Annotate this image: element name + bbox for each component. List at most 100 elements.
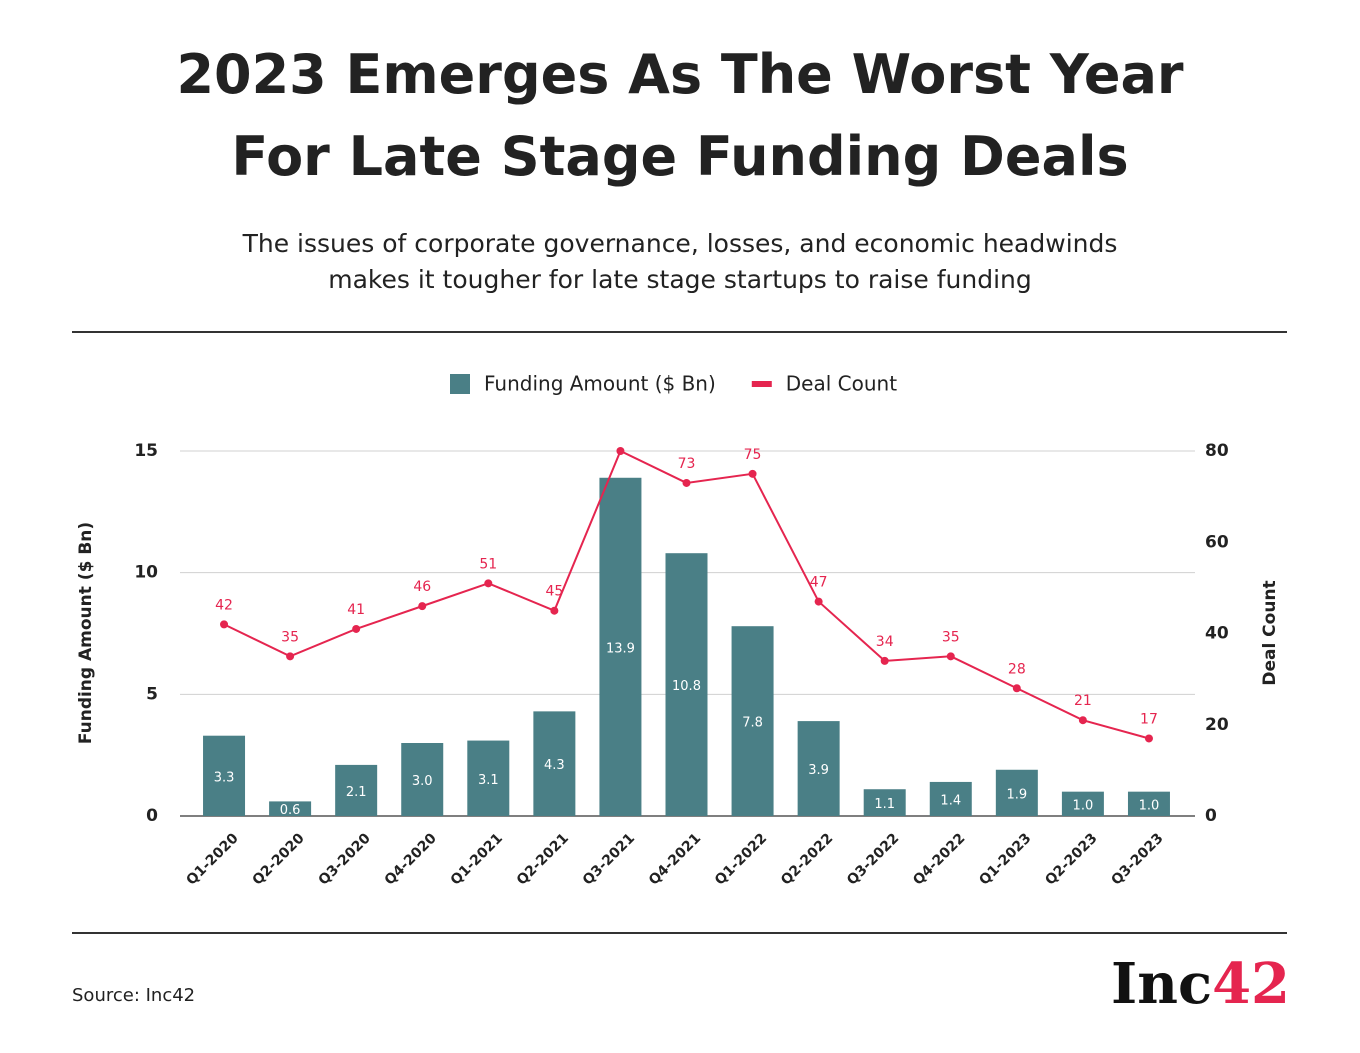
line-value-label: 34 bbox=[876, 634, 894, 650]
line-point bbox=[682, 478, 691, 487]
chart-title: 2023 Emerges As The Worst Year For Late S… bbox=[176, 43, 1183, 188]
text-line: The issues of corporate governance, loss… bbox=[242, 229, 1118, 258]
line-point bbox=[286, 652, 295, 661]
bar bbox=[533, 711, 576, 816]
line-point bbox=[550, 606, 559, 615]
bar-value-label: 3.9 bbox=[808, 763, 829, 778]
x-tick-label: Q1-2022 bbox=[712, 830, 770, 888]
legend-label: Funding Amount ($ Bn) bbox=[484, 372, 716, 396]
legend-label: Deal Count bbox=[786, 372, 897, 396]
bar-value-label: 4.3 bbox=[544, 758, 565, 773]
bar bbox=[335, 764, 378, 816]
x-tick-label: Q3-2020 bbox=[316, 830, 374, 888]
y-tick-label: 5 bbox=[146, 684, 158, 704]
y2-tick-label: 80 bbox=[1205, 441, 1229, 461]
line-value-label: 75 bbox=[744, 447, 762, 463]
bar-value-label: 1.1 bbox=[874, 797, 895, 812]
line-value-label: 41 bbox=[347, 602, 365, 618]
line-value-label: 73 bbox=[678, 456, 696, 472]
line-point bbox=[418, 602, 427, 611]
line-point bbox=[220, 620, 229, 629]
x-tick-label: Q1-2020 bbox=[183, 830, 241, 888]
line-value-label: 45 bbox=[545, 584, 563, 600]
line-value-label: 21 bbox=[1074, 693, 1092, 709]
x-tick-label: Q2-2020 bbox=[249, 830, 307, 888]
line-point bbox=[946, 652, 955, 661]
bar bbox=[731, 626, 774, 816]
bar bbox=[467, 740, 510, 816]
line-point bbox=[484, 579, 493, 588]
bar-value-label: 13.9 bbox=[606, 641, 635, 656]
bar bbox=[1127, 791, 1170, 816]
line-value-label: 35 bbox=[942, 629, 960, 645]
text-line: For Late Stage Funding Deals bbox=[231, 125, 1128, 188]
line-value-label: 35 bbox=[281, 629, 299, 645]
logo: Inc42 bbox=[1111, 951, 1290, 1017]
y-axis-title: Funding Amount ($ Bn) bbox=[76, 522, 96, 744]
y-tick-label: 10 bbox=[134, 563, 158, 583]
bar-value-label: 0.6 bbox=[280, 803, 301, 818]
bar-value-label: 1.9 bbox=[1006, 787, 1027, 802]
y2-tick-label: 20 bbox=[1205, 715, 1229, 735]
bar-value-label: 3.0 bbox=[412, 774, 433, 789]
line-point bbox=[616, 447, 625, 455]
y2-tick-label: 0 bbox=[1205, 806, 1217, 826]
line-value-label: 28 bbox=[1008, 661, 1026, 677]
line-point bbox=[1012, 684, 1021, 693]
source: Source: Inc42 bbox=[72, 985, 195, 1006]
line-value-label: 46 bbox=[413, 579, 431, 595]
bar-value-label: 1.0 bbox=[1073, 798, 1094, 813]
line-point bbox=[352, 624, 361, 633]
line-point bbox=[748, 469, 757, 478]
x-tick-label: Q2-2022 bbox=[778, 830, 836, 888]
bar-value-label: 3.3 bbox=[214, 770, 235, 785]
bar-value-label: 2.1 bbox=[346, 785, 367, 800]
logo-part: 42 bbox=[1212, 951, 1290, 1017]
x-tick-label: Q1-2021 bbox=[448, 830, 506, 888]
y-tick-label: 15 bbox=[134, 441, 158, 461]
line-point bbox=[880, 656, 889, 665]
bar bbox=[863, 789, 906, 816]
bar bbox=[1061, 791, 1104, 816]
y2-tick-label: 40 bbox=[1205, 624, 1229, 644]
bar-value-label: 1.0 bbox=[1139, 798, 1160, 813]
x-tick-label: Q3-2023 bbox=[1108, 830, 1166, 888]
legend-swatch bbox=[450, 374, 470, 394]
bar bbox=[599, 477, 642, 816]
legend-swatch bbox=[751, 381, 772, 387]
line-point bbox=[814, 597, 823, 606]
x-tick-label: Q4-2021 bbox=[646, 830, 704, 888]
y2-axis-title: Deal Count bbox=[1260, 580, 1280, 685]
x-tick-label: Q3-2021 bbox=[580, 830, 638, 888]
y2-tick-label: 60 bbox=[1205, 532, 1229, 552]
line-value-label: 47 bbox=[810, 575, 828, 591]
bar bbox=[995, 769, 1038, 816]
line-value-label: 51 bbox=[479, 556, 497, 572]
bar bbox=[929, 781, 972, 816]
chart-subtitle: The issues of corporate governance, loss… bbox=[242, 229, 1118, 294]
bar bbox=[203, 735, 246, 816]
x-tick-label: Q3-2022 bbox=[844, 830, 902, 888]
text-line: makes it tougher for late stage startups… bbox=[328, 265, 1032, 294]
text-line: 2023 Emerges As The Worst Year bbox=[176, 43, 1183, 106]
x-tick-label: Q1-2023 bbox=[976, 830, 1034, 888]
bar bbox=[401, 743, 444, 816]
x-tick-label: Q2-2021 bbox=[514, 830, 572, 888]
line-point bbox=[1144, 734, 1153, 743]
bar bbox=[665, 553, 708, 816]
logo-part: Inc bbox=[1111, 951, 1212, 1017]
line-value-label: 42 bbox=[215, 597, 233, 613]
y-tick-label: 0 bbox=[146, 806, 158, 826]
bar bbox=[269, 801, 312, 816]
line-value-label: 17 bbox=[1140, 711, 1158, 727]
bar-value-label: 3.1 bbox=[478, 773, 499, 788]
bar-value-label: 7.8 bbox=[742, 716, 763, 731]
line-point bbox=[1078, 716, 1087, 725]
bar-value-label: 10.8 bbox=[672, 679, 701, 694]
x-tick-label: Q2-2023 bbox=[1042, 830, 1100, 888]
bar-value-label: 1.4 bbox=[940, 793, 961, 808]
x-tick-label: Q4-2020 bbox=[382, 830, 440, 888]
bar bbox=[797, 721, 840, 816]
x-tick-label: Q4-2022 bbox=[910, 830, 968, 888]
